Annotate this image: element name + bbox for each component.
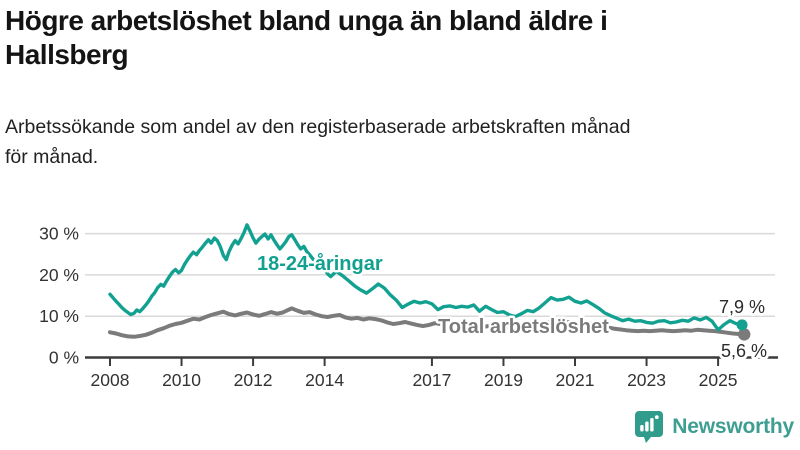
series-lines	[108, 223, 751, 341]
y-tick-label-30: 30 %	[39, 224, 79, 244]
x-tick-label-2023: 2023	[627, 370, 666, 390]
series-end-dot-youth	[736, 319, 748, 331]
unemployment-line-chart: 0 % 10 % 20 % 30 % 2008 2010 2012 2014 2017 2019…	[39, 223, 778, 390]
page-title: Högre arbetslöshet bland unga än bland ä…	[5, 4, 729, 72]
page-title-line1: Högre arbetslöshet bland unga än bland ä…	[5, 5, 608, 36]
x-tick-label-2012: 2012	[234, 370, 273, 390]
series-line-youth	[108, 223, 744, 332]
y-tick-label-10: 10 %	[39, 306, 79, 326]
series-label-youth: 18-24-åringar	[257, 252, 383, 275]
series-line-total	[108, 306, 747, 339]
exclamation-dot	[655, 415, 659, 420]
chart-labels: 18-24-åringar Total arbetslöshet 7,9 % 5…	[255, 250, 771, 365]
x-axis: 2008 2010 2012 2014 2017 2019 2021 2023 2025	[85, 356, 778, 390]
newsworthy-logo[interactable]: Newsworthy	[634, 410, 794, 444]
bubble-shape	[635, 411, 664, 443]
chart-subtitle-line1: Arbetssökande som andel av den registerb…	[5, 116, 631, 138]
series-label-total: Total arbetslöshet	[438, 316, 609, 338]
y-tick-label-0: 0 %	[49, 348, 79, 368]
x-tick-label-2019: 2019	[484, 370, 523, 390]
x-tick-label-2021: 2021	[556, 370, 595, 390]
x-tick-label-2008: 2008	[91, 370, 130, 390]
x-tick-label-2014: 2014	[305, 370, 344, 390]
x-tick-label-2010: 2010	[162, 370, 201, 390]
chart-subtitle-line2: för månad.	[5, 146, 99, 168]
bar-3	[650, 418, 654, 432]
end-value-label-total: 5,6 %	[721, 341, 767, 361]
newsworthy-bubble-icon	[635, 411, 664, 443]
bar-2	[645, 421, 649, 432]
chart-subtitle: Arbetssökande som andel av den registerb…	[5, 112, 729, 172]
series-end-dot-total	[738, 328, 751, 341]
newsworthy-wordmark: Newsworthy	[672, 415, 794, 438]
page-title-line2: Hallsberg	[5, 39, 129, 70]
gridlines: 0 % 10 % 20 % 30 %	[39, 224, 775, 368]
y-tick-label-20: 20 %	[39, 265, 79, 285]
bar-1	[640, 425, 644, 432]
end-value-label-youth: 7,9 %	[719, 297, 765, 317]
x-tick-label-2025: 2025	[699, 370, 738, 390]
x-tick-label-2017: 2017	[412, 370, 451, 390]
